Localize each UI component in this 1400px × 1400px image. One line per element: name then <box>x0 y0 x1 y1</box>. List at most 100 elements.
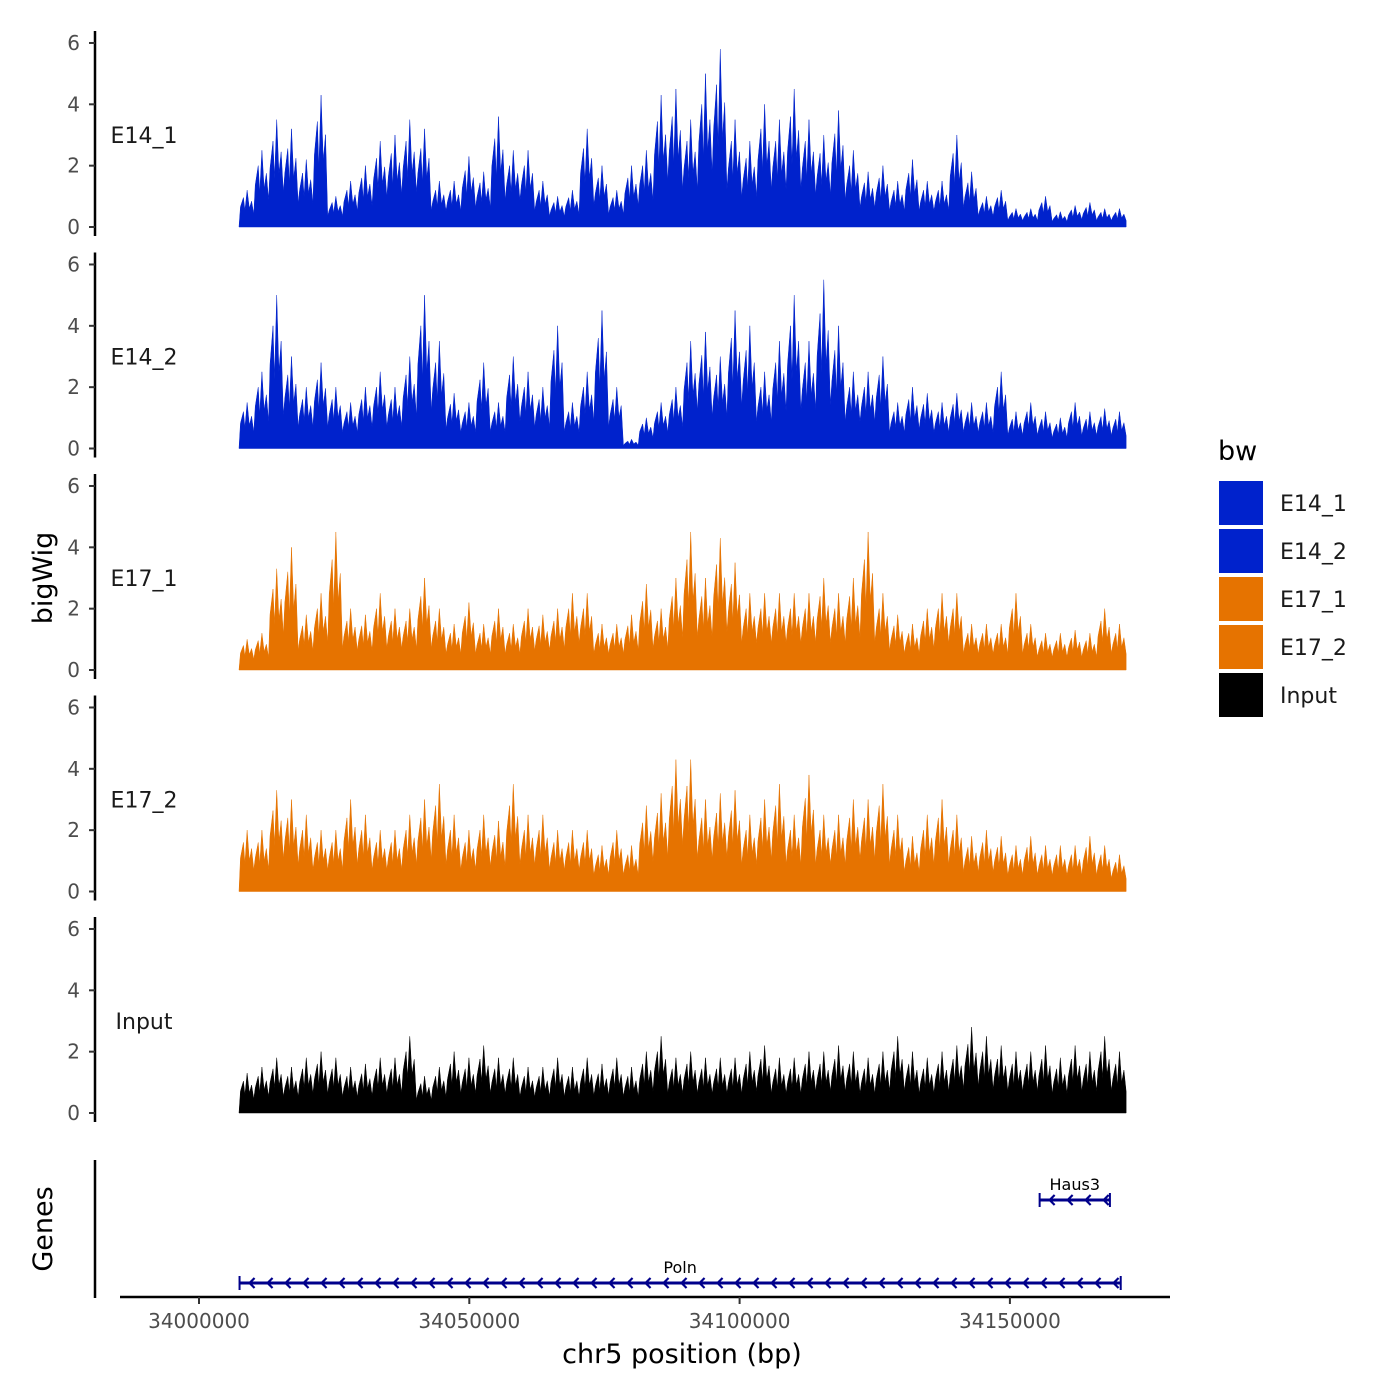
x-tick-label: 34050000 <box>418 1309 520 1333</box>
strand-arrow-icon <box>301 1277 310 1289</box>
panel-label: E17_2 <box>111 789 178 814</box>
y-tick-label: 0 <box>67 437 80 461</box>
y-tick-label: 2 <box>67 375 80 399</box>
strand-arrow-icon <box>1003 1277 1012 1289</box>
strand-arrow-icon <box>409 1277 418 1289</box>
strand-arrow-icon <box>373 1277 382 1289</box>
x-tick-label: 34150000 <box>959 1309 1061 1333</box>
y-axis-title: bigWig <box>28 532 59 625</box>
strand-arrow-icon <box>535 1277 544 1289</box>
strand-arrow-icon <box>607 1277 616 1289</box>
gene-label: Poln <box>663 1258 696 1277</box>
panel-Input: 0 2 4 6 Input <box>67 917 1127 1125</box>
y-tick-label: 6 <box>67 474 80 498</box>
y-tick-label: 6 <box>67 252 80 276</box>
strand-arrow-icon <box>1102 1194 1110 1206</box>
panel-E14_1: 0 2 4 6 E14_1 <box>67 31 1127 239</box>
strand-arrow-icon <box>1075 1277 1084 1289</box>
strand-arrow-icon <box>1048 1194 1056 1206</box>
strand-arrow-icon <box>751 1277 760 1289</box>
strand-arrow-icon <box>841 1277 850 1289</box>
legend-label: E14_1 <box>1280 492 1347 517</box>
signal-area-E14_2 <box>238 279 1127 449</box>
panel-E17_1: 0 2 4 6 E17_1 <box>67 474 1127 682</box>
strand-arrow-icon <box>697 1277 706 1289</box>
strand-arrow-icon <box>661 1277 670 1289</box>
strand-arrow-icon <box>499 1277 508 1289</box>
signal-area-E17_2 <box>238 759 1127 892</box>
strand-arrow-icon <box>805 1277 814 1289</box>
strand-arrow-icon <box>337 1277 346 1289</box>
x-tick-label: 34100000 <box>689 1309 791 1333</box>
strand-arrow-icon <box>391 1277 400 1289</box>
legend: bw E14_1 E14_2 E17_1 E17_2 Input <box>1218 436 1347 717</box>
strand-arrow-icon <box>733 1277 742 1289</box>
legend-label: E14_2 <box>1280 540 1347 565</box>
strand-arrow-icon <box>823 1277 832 1289</box>
legend-key-E17_1 <box>1219 577 1263 621</box>
panel-label: E14_2 <box>111 346 178 371</box>
panel-E14_2: 0 2 4 6 E14_2 <box>67 252 1127 461</box>
y-tick-label: 6 <box>67 695 80 719</box>
strand-arrow-icon <box>985 1277 994 1289</box>
y-tick-label: 2 <box>67 1040 80 1064</box>
y-tick-label: 6 <box>67 31 80 55</box>
panel-label: E17_1 <box>111 567 178 592</box>
strand-arrow-icon <box>571 1277 580 1289</box>
strand-arrow-icon <box>463 1277 472 1289</box>
strand-arrow-icon <box>481 1277 490 1289</box>
strand-arrow-icon <box>895 1277 904 1289</box>
y-tick-label: 4 <box>67 92 80 116</box>
y-tick-label: 2 <box>67 597 80 621</box>
legend-title: bw <box>1218 436 1257 467</box>
strand-arrow-icon <box>427 1277 436 1289</box>
strand-arrow-icon <box>517 1277 526 1289</box>
strand-arrow-icon <box>787 1277 796 1289</box>
strand-arrow-icon <box>265 1277 274 1289</box>
strand-arrow-icon <box>553 1277 562 1289</box>
signal-area-E17_1 <box>238 531 1127 671</box>
strand-arrow-icon <box>769 1277 778 1289</box>
y-tick-label: 0 <box>67 880 80 904</box>
strand-arrow-icon <box>247 1277 256 1289</box>
strand-arrow-icon <box>679 1277 688 1289</box>
x-axis-title: chr5 position (bp) <box>562 1339 802 1370</box>
y-tick-label: 0 <box>67 658 80 682</box>
y-tick-label: 0 <box>67 215 80 239</box>
signal-area-E14_1 <box>238 49 1127 228</box>
strand-arrow-icon <box>1066 1194 1074 1206</box>
gene-Poln: Poln <box>238 1258 1122 1290</box>
strand-arrow-icon <box>319 1277 328 1289</box>
panel-label: Input <box>116 1010 173 1035</box>
gene-track-title: Genes <box>28 1186 59 1271</box>
gene-Haus3: Haus3 <box>1038 1175 1111 1207</box>
strand-arrow-icon <box>1057 1277 1066 1289</box>
legend-label: E17_1 <box>1280 588 1347 613</box>
y-tick-label: 2 <box>67 818 80 842</box>
strand-arrow-icon <box>931 1277 940 1289</box>
panel-label: E14_1 <box>111 124 178 149</box>
signal-area-Input <box>238 1027 1127 1114</box>
strand-arrow-icon <box>715 1277 724 1289</box>
strand-arrow-icon <box>355 1277 364 1289</box>
panel-E17_2: 0 2 4 6 E17_2 <box>67 695 1127 904</box>
y-tick-label: 0 <box>67 1101 80 1125</box>
strand-arrow-icon <box>1111 1277 1120 1289</box>
legend-key-E14_1 <box>1219 481 1263 525</box>
strand-arrow-icon <box>589 1277 598 1289</box>
legend-key-E14_2 <box>1219 529 1263 573</box>
legend-label: E17_2 <box>1280 636 1347 661</box>
strand-arrow-icon <box>949 1277 958 1289</box>
legend-key-Input <box>1219 673 1263 717</box>
strand-arrow-icon <box>643 1277 652 1289</box>
strand-arrow-icon <box>859 1277 868 1289</box>
legend-label: Input <box>1280 684 1337 709</box>
y-tick-label: 4 <box>67 314 80 338</box>
strand-arrow-icon <box>1093 1277 1102 1289</box>
gene-track: Genes Haus3 Poln <box>28 1160 1122 1298</box>
y-tick-label: 4 <box>67 978 80 1002</box>
strand-arrow-icon <box>283 1277 292 1289</box>
strand-arrow-icon <box>625 1277 634 1289</box>
strand-arrow-icon <box>445 1277 454 1289</box>
